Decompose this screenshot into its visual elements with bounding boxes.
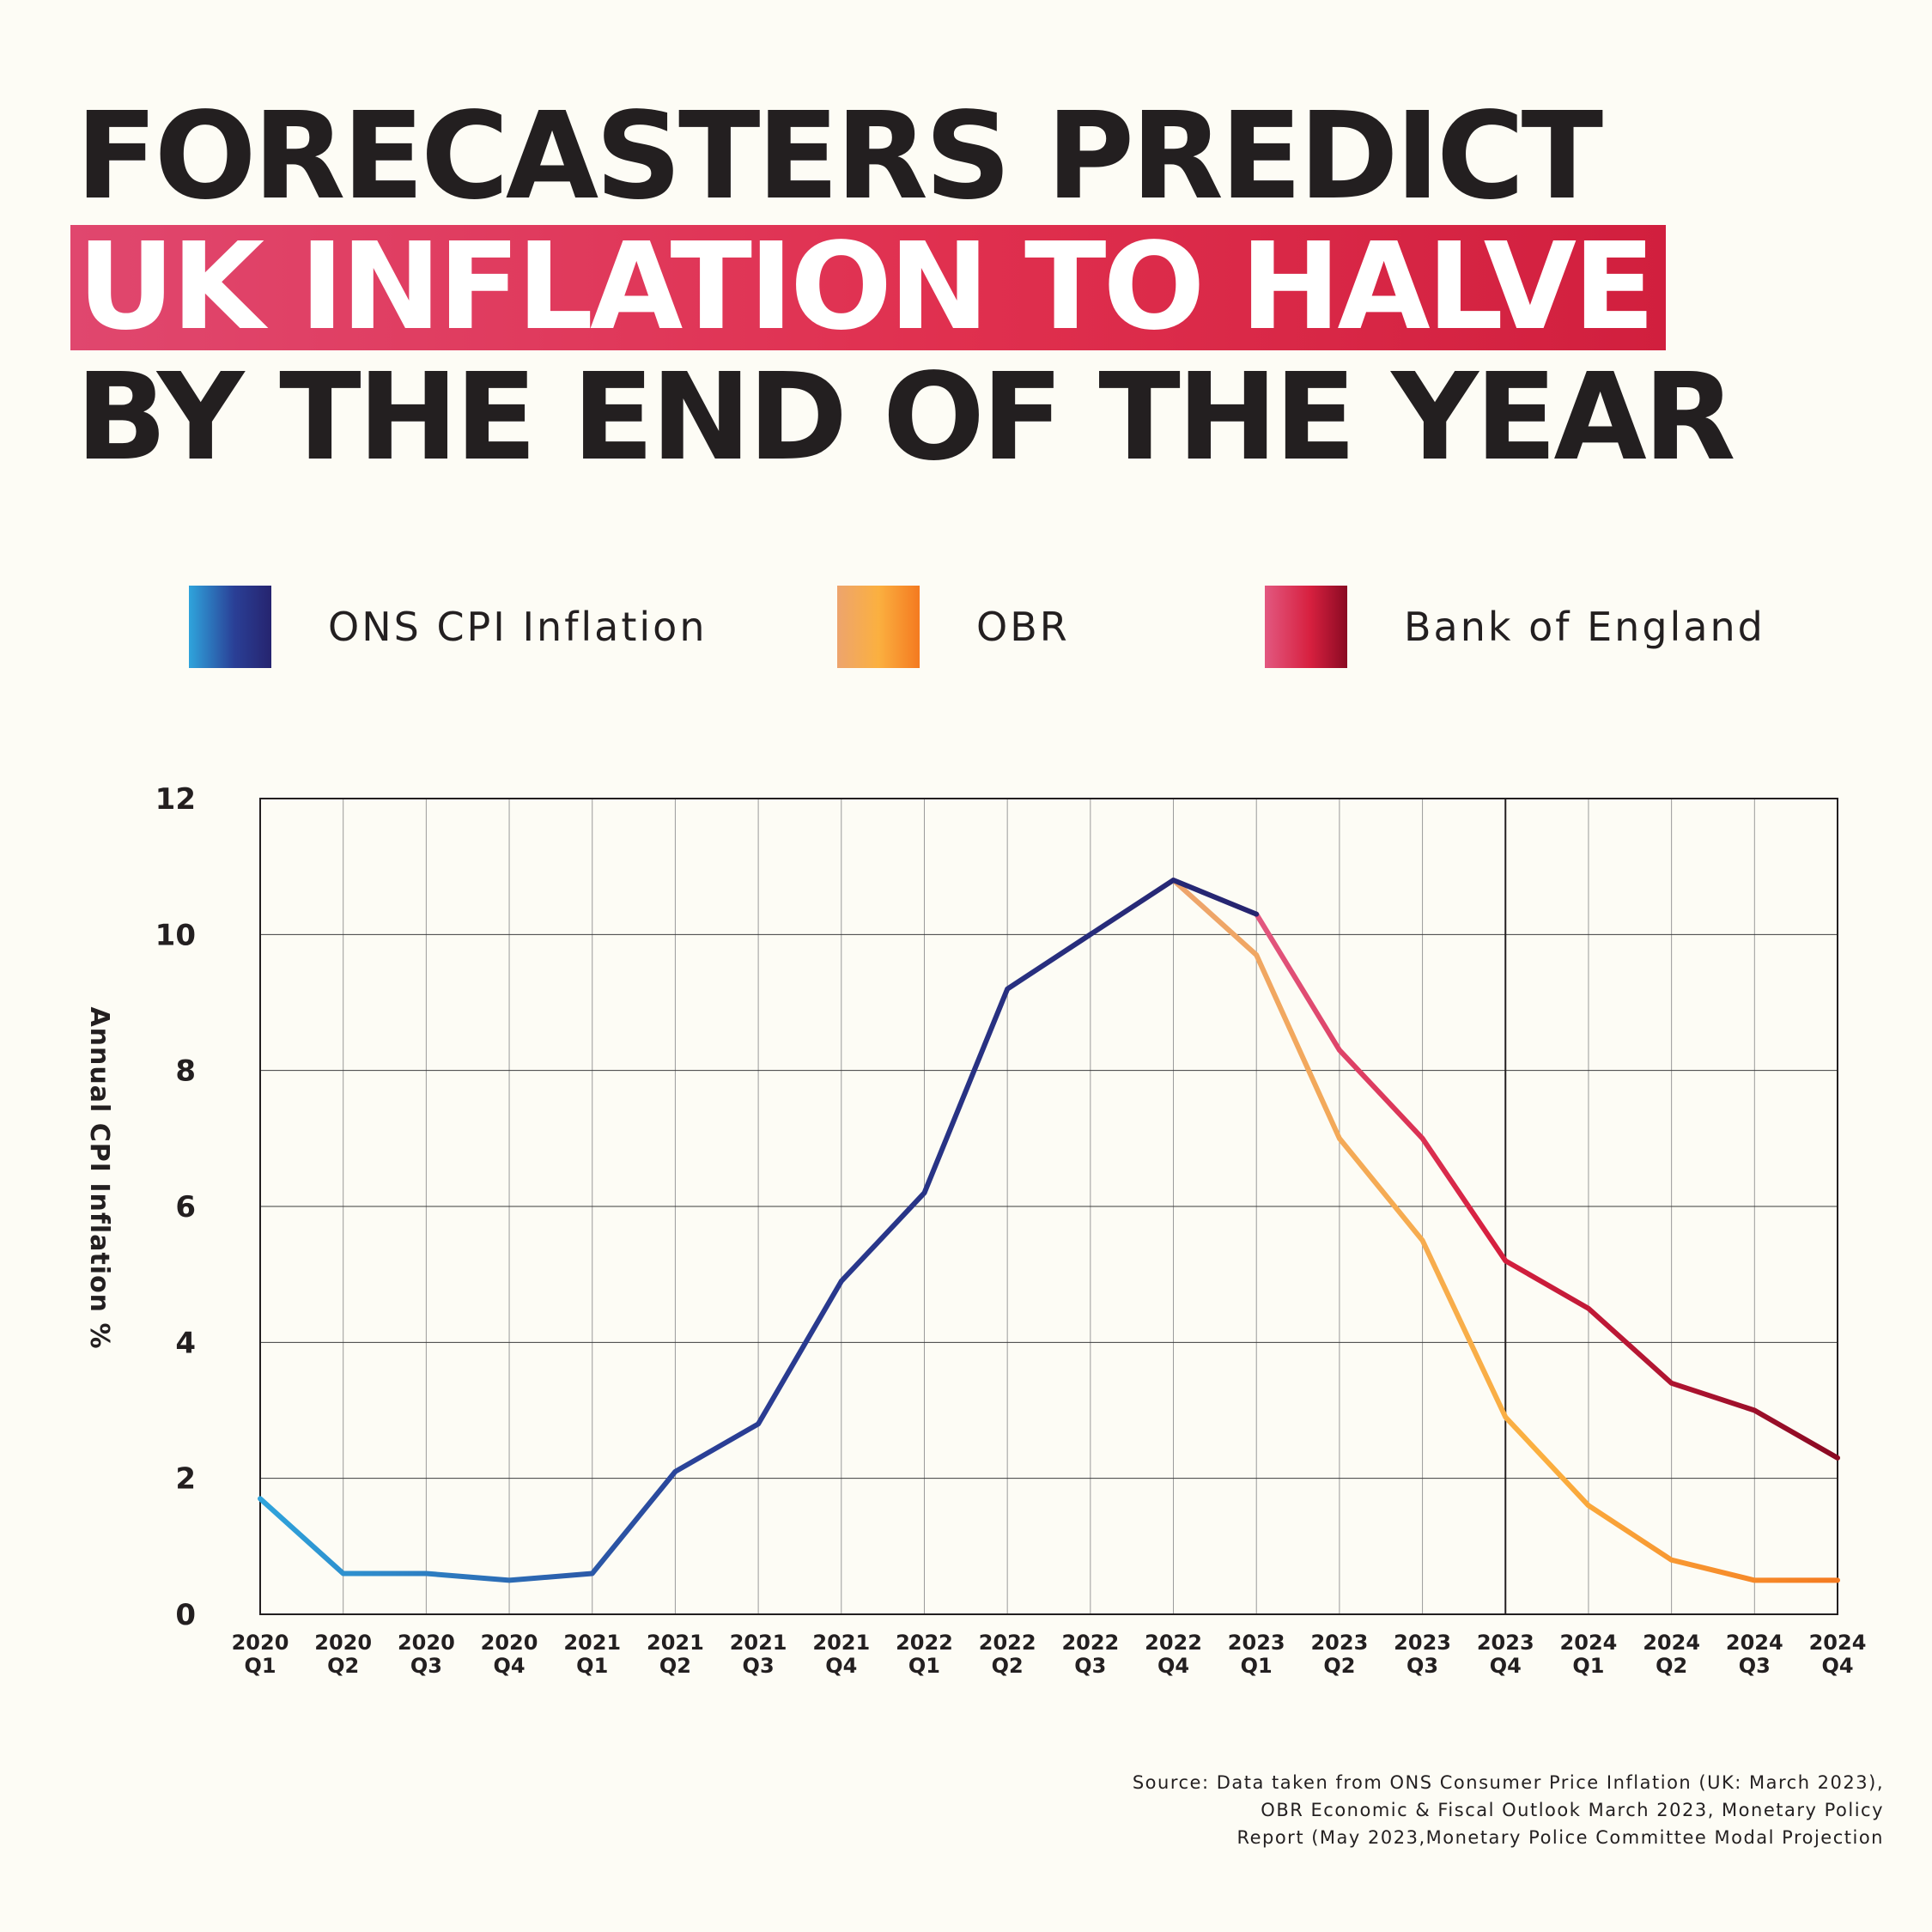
x-tick-label: 2024 Q2 (1643, 1631, 1700, 1678)
legend-label-obr: OBR (976, 604, 1070, 650)
legend-label-ons: ONS CPI Inflation (328, 604, 708, 650)
x-tick-label: 2023 Q1 (1228, 1631, 1285, 1678)
x-tick-label: 2023 Q4 (1477, 1631, 1534, 1678)
series-line-ons (258, 878, 1260, 1583)
x-tick-label: 2022 Q2 (979, 1631, 1036, 1678)
legend-swatch-boe (1265, 586, 1347, 668)
y-tick-label: 6 (175, 1190, 196, 1224)
legend-item-ons: ONS CPI Inflation (189, 586, 707, 668)
source-note: Source: Data taken from ONS Consumer Pri… (1133, 1769, 1884, 1851)
x-tick-label: 2020 Q1 (232, 1631, 289, 1678)
headline-line-3: BY THE END OF THE YEAR (76, 348, 1736, 488)
legend-swatch-obr (837, 586, 920, 668)
y-axis-ticks: 0 2 4 6 8 10 12 (155, 782, 196, 1632)
legend-label-boe: Bank of England (1404, 604, 1765, 650)
headline-line-1: FORECASTERS PREDICT (76, 87, 1603, 227)
x-tick-label: 2020 Q3 (398, 1631, 455, 1678)
y-tick-label: 4 (175, 1326, 196, 1360)
x-tick-label: 2020 Q4 (481, 1631, 538, 1678)
source-line-2: OBR Economic & Fiscal Outlook March 2023… (1261, 1800, 1884, 1820)
headline: FORECASTERS PREDICT UK INFLATION TO HALV… (70, 87, 1736, 488)
y-tick-label: 12 (155, 782, 196, 817)
chart-series (258, 878, 1840, 1583)
y-axis-label: Annual CPI Inflation % (84, 1006, 114, 1349)
x-tick-label: 2024 Q4 (1809, 1631, 1867, 1678)
series-line-boe (1254, 911, 1840, 1461)
x-tick-label: 2022 Q1 (896, 1631, 953, 1678)
chart-grid (259, 798, 1838, 1615)
x-tick-label: 2022 Q4 (1145, 1631, 1202, 1678)
source-line-1: Source: Data taken from ONS Consumer Pri… (1132, 1772, 1884, 1793)
legend-item-boe: Bank of England (1265, 586, 1765, 668)
x-tick-label: 2024 Q1 (1560, 1631, 1618, 1678)
source-line-3: Report (May 2023,Monetary Police Committ… (1236, 1827, 1884, 1848)
y-tick-label: 8 (175, 1054, 196, 1089)
legend-item-obr: OBR (837, 586, 1070, 668)
legend-swatch-ons (189, 586, 271, 668)
x-tick-label: 2021 Q1 (563, 1631, 621, 1678)
plot-frame (259, 798, 1838, 1615)
x-tick-label: 2021 Q2 (647, 1631, 704, 1678)
x-tick-label: 2022 Q3 (1061, 1631, 1119, 1678)
x-tick-label: 2021 Q3 (730, 1631, 787, 1678)
series-line-obr (1170, 878, 1840, 1583)
x-tick-label: 2023 Q3 (1394, 1631, 1451, 1678)
x-tick-label: 2020 Q2 (314, 1631, 372, 1678)
y-tick-label: 0 (175, 1598, 196, 1632)
chart-legend: ONS CPI Inflation OBR Bank of England (0, 586, 1932, 668)
headline-line-2-highlight: UK INFLATION TO HALVE (70, 225, 1666, 350)
inflation-line-chart: 0 2 4 6 8 10 12 2020 Q1 2020 Q2 2020 Q3 2020 Q4 2021 Q1… (84, 782, 1867, 1678)
y-tick-label: 10 (155, 918, 196, 952)
x-tick-label: 2021 Q4 (812, 1631, 870, 1678)
x-tick-label: 2023 Q2 (1310, 1631, 1368, 1678)
x-tick-label: 2024 Q3 (1726, 1631, 1783, 1678)
y-tick-label: 2 (175, 1462, 196, 1497)
x-axis-ticks: 2020 Q1 2020 Q2 2020 Q3 2020 Q4 2021 Q1 2021 Q2 2021… (232, 1631, 1867, 1678)
